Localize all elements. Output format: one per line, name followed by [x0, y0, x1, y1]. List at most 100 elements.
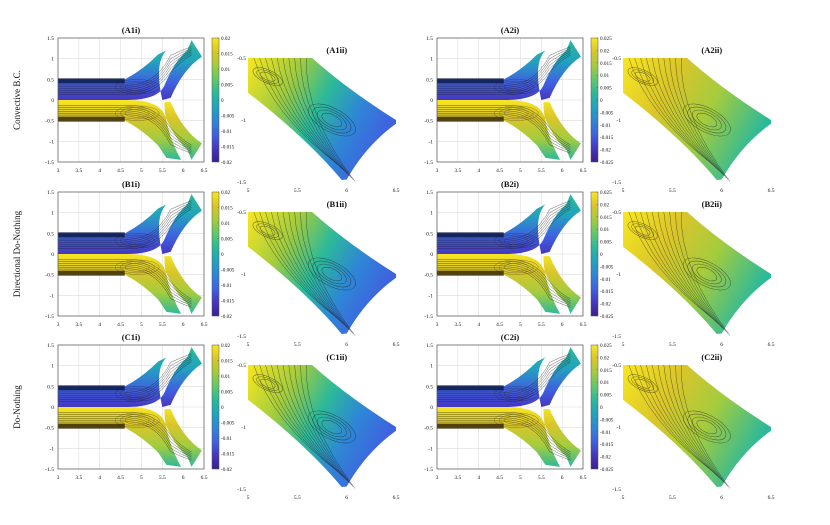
colorbar: 0.025 0.02 0.015 0.01 0.005 0 -0.005 -0.01 -0.01…: [590, 343, 614, 473]
colorbar-tick-label: 0.01: [600, 380, 609, 386]
colorbar-tick-label: 0.01: [221, 67, 230, 73]
panel-title: (A2ii): [701, 45, 722, 55]
x-tick-label: 4: [98, 168, 101, 174]
colorbar-tick-label: -0.02: [600, 302, 611, 308]
y-tick-label: 0: [51, 405, 54, 411]
panel-title: (A2i): [501, 25, 520, 35]
y-tick-label: 0: [430, 405, 433, 411]
contour-lines: [58, 200, 192, 308]
x-tick-label: 6.5: [393, 495, 400, 501]
channel-edge-top: [437, 385, 504, 391]
colorbar-tick-label: 0.005: [221, 237, 233, 243]
y-tick-label: 1.5: [47, 190, 54, 196]
x-tick-label: 3: [57, 322, 60, 328]
x-tick-label: 4.5: [117, 475, 124, 481]
y-tick-label: -0.5: [45, 273, 54, 279]
y-tick-label: 0.5: [47, 384, 54, 390]
colorbar-tick-label: -0.01: [221, 436, 232, 442]
field: [623, 212, 771, 334]
x-tick-label: 6: [345, 342, 348, 348]
y-tick-label: -1.5: [237, 334, 246, 340]
y-tick-label: -1.5: [45, 467, 54, 473]
colorbar-tick-label: 0: [221, 98, 224, 104]
x-tick-label: 5: [622, 495, 625, 501]
y-tick-label: -1.5: [612, 334, 621, 340]
channel-edge-bottom: [58, 423, 125, 429]
x-tick-label: 6.5: [580, 168, 587, 174]
colorbar-tick-label: -0.02: [221, 467, 232, 473]
panel-title: (A1ii): [326, 45, 347, 55]
x-tick-label: 3.5: [454, 322, 461, 328]
y-tick-label: -1: [49, 139, 54, 145]
y-tick-label: 0.5: [426, 384, 433, 390]
y-tick-label: -0.5: [612, 363, 621, 369]
colorbar-tick-label: -0.01: [600, 277, 611, 283]
x-tick-label: 4.5: [496, 475, 503, 481]
colorbar-tick-label: 0.005: [600, 86, 612, 92]
contour-lines: [437, 46, 571, 154]
colorbar-tick-label: -0.02: [600, 455, 611, 461]
colorbar: 0.025 0.02 0.015 0.01 0.005 0 -0.005 -0.01 -0.01…: [590, 36, 614, 166]
x-tick-label: 4: [98, 475, 101, 481]
panel-a2i: 3 3.5 4 4.5 5 5.5 6 6.5 1.5 1 0.5 0 -0.5 -1 -1.5 (A2i) 0…: [424, 25, 614, 174]
x-tick-label: 6.5: [580, 322, 587, 328]
axes-frame: [57, 37, 205, 163]
channel-edge-bottom: [437, 270, 504, 276]
x-tick-label: 5: [247, 342, 250, 348]
x-tick-label: 5.5: [294, 495, 301, 501]
colorbar-tick-label: -0.025: [600, 314, 614, 320]
x-tick-label: 5: [519, 168, 522, 174]
panels: 3 3.5 4 4.5 5 5.5 6 6.5 1.5 1 0.5 0 -0.5 -1 -1.5 (A1i) 0…: [45, 25, 774, 501]
colorbar-tick-label: 0.02: [600, 48, 609, 54]
channel-edge-bottom: [58, 270, 125, 276]
x-tick-label: 5: [622, 342, 625, 348]
colorbar-tick-label: 0: [600, 252, 603, 258]
x-tick-label: 5.5: [294, 188, 301, 194]
panel-title: (B1i): [122, 179, 140, 189]
channel-edge-top: [58, 385, 125, 391]
x-tick-label: 5.5: [538, 168, 545, 174]
x-tick-label: 3: [436, 475, 439, 481]
panel-title: (B2i): [501, 179, 519, 189]
y-tick-label: -1: [616, 425, 621, 431]
contour-lines: [58, 353, 192, 461]
colorbar-tick-label: 0.02: [600, 355, 609, 361]
colorbar-tick-label: -0.015: [221, 452, 235, 458]
x-tick-label: 6: [182, 322, 185, 328]
colorbar-tick-label: 0.01: [600, 73, 609, 79]
channel-edge-top: [58, 232, 125, 238]
channel-edge-top: [437, 78, 504, 84]
colorbar-tick-label: 0: [221, 252, 224, 258]
x-tick-label: 3: [436, 168, 439, 174]
colorbar-tick-label: 0: [600, 98, 603, 104]
y-tick-label: 1: [51, 211, 54, 217]
x-tick-label: 6.5: [393, 188, 400, 194]
x-tick-label: 5.5: [538, 475, 545, 481]
colorbar-tick-label: 0: [600, 405, 603, 411]
colorbar-tick-label: -0.015: [600, 289, 614, 295]
y-tick-label: -1: [428, 446, 433, 452]
axes-frame: [436, 37, 584, 163]
colorbar-tick-label: -0.01: [600, 430, 611, 436]
x-tick-label: 4.5: [117, 168, 124, 174]
y-tick-label: 0.5: [47, 231, 54, 237]
contour-lines: [437, 353, 571, 461]
y-tick-label: -0.5: [237, 363, 246, 369]
panel-title: (B1ii): [327, 199, 347, 209]
x-tick-label: 5.5: [669, 188, 676, 194]
axes-frame: [57, 344, 205, 470]
axes-frame: [436, 344, 584, 470]
field: [623, 58, 771, 180]
y-tick-label: 1: [51, 364, 54, 370]
colorbar-tick-label: 0.015: [221, 206, 233, 212]
x-tick-label: 5.5: [538, 322, 545, 328]
colorbar: 0.025 0.02 0.015 0.01 0.005 0 -0.005 -0.01 -0.01…: [590, 190, 614, 320]
y-tick-label: -1: [616, 272, 621, 278]
colorbar-tick-label: -0.015: [221, 299, 235, 305]
contour-lines: [252, 57, 356, 182]
y-tick-label: -1.5: [237, 487, 246, 493]
x-tick-label: 3: [57, 475, 60, 481]
y-tick-label: 0.5: [426, 77, 433, 83]
y-tick-label: -1.5: [612, 180, 621, 186]
x-tick-label: 5: [140, 322, 143, 328]
